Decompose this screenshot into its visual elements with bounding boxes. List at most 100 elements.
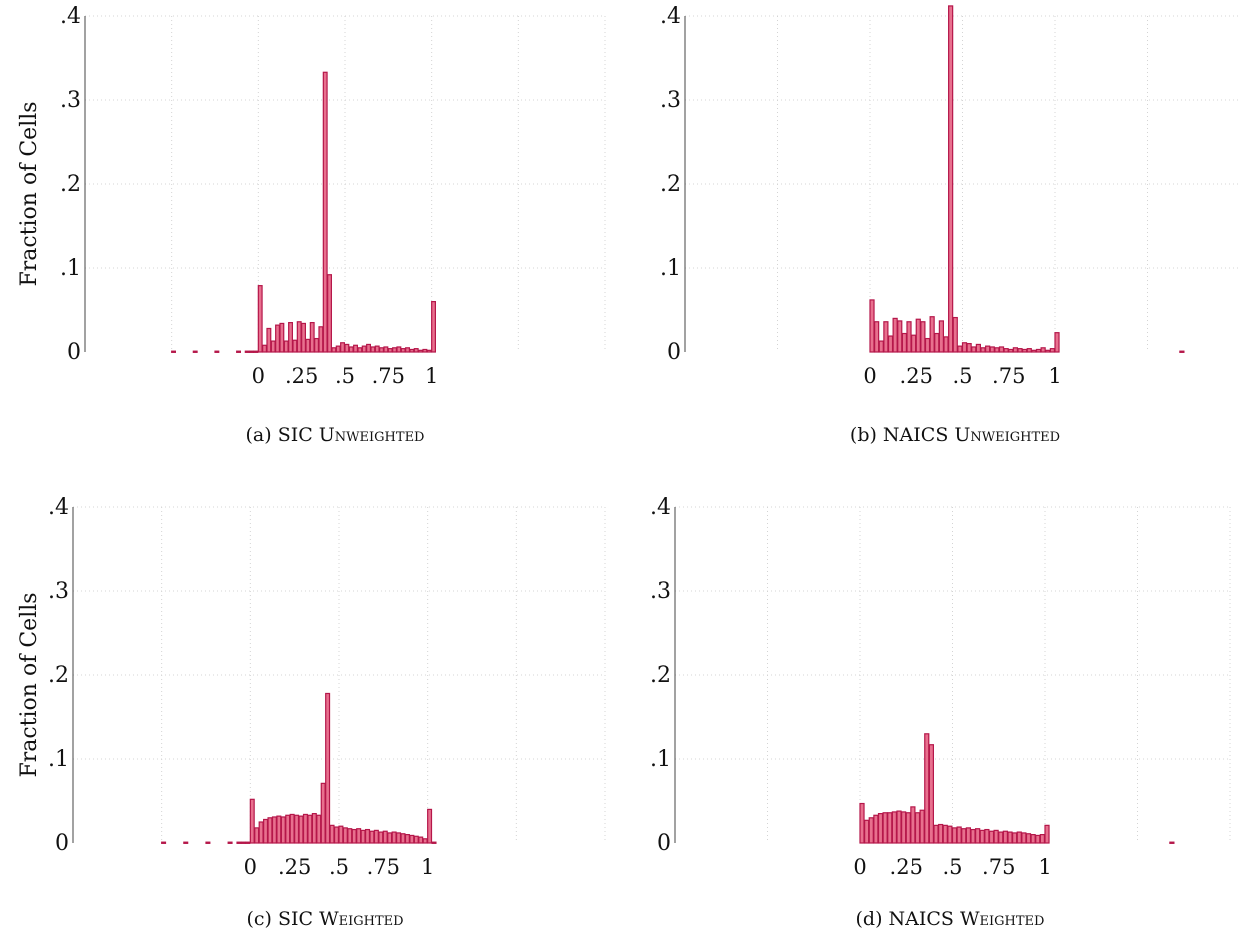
histogram-bar bbox=[938, 320, 945, 353]
histogram-bar bbox=[360, 829, 366, 844]
histogram-bar bbox=[1008, 348, 1014, 353]
histogram-bar bbox=[387, 348, 393, 353]
caption-d-title: Weighted bbox=[960, 908, 1045, 930]
histogram-bar bbox=[183, 841, 189, 844]
y-tick-label: .4 bbox=[660, 4, 681, 29]
y-tick-label: .4 bbox=[60, 4, 81, 29]
histogram-bar bbox=[249, 798, 255, 844]
chart-svg-d: 0 .1 .2 .3 .4 0 .25 .5 .75 1 bbox=[650, 495, 1231, 879]
histogram-bar bbox=[292, 339, 298, 353]
histogram-bar bbox=[1049, 348, 1056, 353]
histogram-bar bbox=[919, 809, 925, 844]
histogram-bar bbox=[1045, 349, 1051, 353]
caption-d: (d) NAICS Weighted bbox=[735, 908, 1165, 930]
histogram-bar bbox=[914, 812, 921, 844]
y-tick-label: 0 bbox=[55, 831, 69, 856]
histogram-bar bbox=[383, 346, 389, 353]
y-tick-label: .2 bbox=[660, 172, 681, 197]
histogram-bar bbox=[1040, 347, 1046, 353]
histogram-bar bbox=[298, 815, 304, 844]
histogram-bar bbox=[400, 833, 406, 844]
histogram-bar bbox=[342, 827, 348, 844]
caption-a: (a) SIC Unweighted bbox=[120, 424, 550, 446]
histogram-bar bbox=[325, 692, 331, 844]
x-tick-label: 0 bbox=[863, 364, 876, 388]
histogram-bar bbox=[161, 841, 167, 844]
histogram-bar bbox=[333, 826, 340, 844]
histogram-bar bbox=[948, 5, 954, 353]
histogram-bar bbox=[409, 834, 415, 844]
histogram-bar bbox=[993, 829, 999, 844]
histogram-bar bbox=[427, 808, 433, 844]
histogram-bar bbox=[915, 318, 921, 353]
caption-a-prefix: (a) SIC bbox=[245, 424, 319, 446]
histogram-bar bbox=[869, 299, 875, 353]
histogram-bar bbox=[956, 826, 962, 844]
histogram-bar bbox=[882, 812, 888, 844]
histogram-bar bbox=[327, 274, 332, 353]
histogram-bar bbox=[171, 350, 177, 353]
histogram-bar bbox=[868, 817, 874, 844]
histogram-bar bbox=[301, 322, 306, 353]
y-tick-label: .2 bbox=[48, 663, 69, 688]
histogram-bar bbox=[896, 810, 902, 844]
histogram-bar bbox=[335, 345, 341, 353]
histogram-bar bbox=[426, 349, 432, 353]
chart-svg-b: 0 .1 .2 .3 .4 0 .25 .5 .75 1 bbox=[660, 4, 1239, 388]
x-tick-label: 1 bbox=[1038, 855, 1051, 879]
y-tick-label: .1 bbox=[48, 747, 69, 772]
histogram-bar bbox=[998, 831, 1004, 844]
histogram-bar bbox=[859, 802, 865, 844]
histogram-bar bbox=[227, 841, 233, 844]
histogram-bar bbox=[1021, 832, 1027, 844]
histogram-bar bbox=[874, 321, 880, 353]
histogram-bar bbox=[887, 335, 894, 353]
histogram-bar bbox=[305, 338, 311, 353]
histogram-bar bbox=[418, 349, 423, 353]
histogram-bar bbox=[214, 350, 220, 353]
y-tick-label: .1 bbox=[60, 256, 81, 281]
histogram-bar bbox=[951, 827, 958, 844]
histogram-bar bbox=[1054, 332, 1060, 353]
histogram-bar bbox=[413, 348, 419, 353]
histogram-bar bbox=[928, 744, 935, 844]
histogram-bar bbox=[258, 821, 264, 844]
histogram-bar bbox=[351, 828, 357, 844]
histogram-bar bbox=[897, 320, 903, 353]
histogram-bar bbox=[984, 828, 990, 844]
histogram-bar bbox=[285, 814, 291, 844]
histogram-bar bbox=[920, 321, 926, 353]
histogram-bar bbox=[318, 326, 324, 353]
y-tick-label: .1 bbox=[660, 256, 681, 281]
histogram-bar bbox=[988, 830, 995, 844]
x-tick-label: .75 bbox=[982, 855, 1015, 879]
x-tick-label: .25 bbox=[278, 855, 311, 879]
histogram-bar bbox=[357, 347, 363, 353]
y-tick-label: .4 bbox=[650, 495, 671, 520]
caption-b-prefix: (b) NAICS bbox=[849, 424, 955, 446]
histogram-bar bbox=[309, 322, 315, 353]
histogram-bar bbox=[245, 841, 251, 844]
histogram-bar bbox=[331, 347, 337, 353]
histogram-bar bbox=[942, 824, 948, 844]
histogram-bar bbox=[205, 841, 211, 844]
x-tick-label: 0 bbox=[244, 855, 257, 879]
x-tick-label: .5 bbox=[942, 855, 962, 879]
histogram-bar bbox=[901, 332, 908, 353]
histogram-bar bbox=[422, 838, 428, 844]
histogram-bar bbox=[254, 827, 260, 844]
histogram-bar bbox=[361, 345, 367, 353]
histogram-bar bbox=[257, 285, 263, 353]
histogram-bar bbox=[883, 321, 889, 353]
histogram-bar bbox=[966, 343, 972, 353]
histogram-bar bbox=[957, 345, 963, 353]
histogram-bar bbox=[1017, 348, 1023, 353]
histogram-bar bbox=[240, 841, 246, 844]
y-axis-label: Fraction of Cells bbox=[17, 592, 42, 777]
histogram-bar bbox=[249, 350, 255, 353]
histogram-bar bbox=[353, 344, 358, 353]
histogram-bar bbox=[1031, 349, 1037, 353]
histogram-bar bbox=[294, 814, 300, 844]
histogram-bar bbox=[370, 346, 376, 353]
x-tick-label: 0 bbox=[853, 855, 866, 879]
